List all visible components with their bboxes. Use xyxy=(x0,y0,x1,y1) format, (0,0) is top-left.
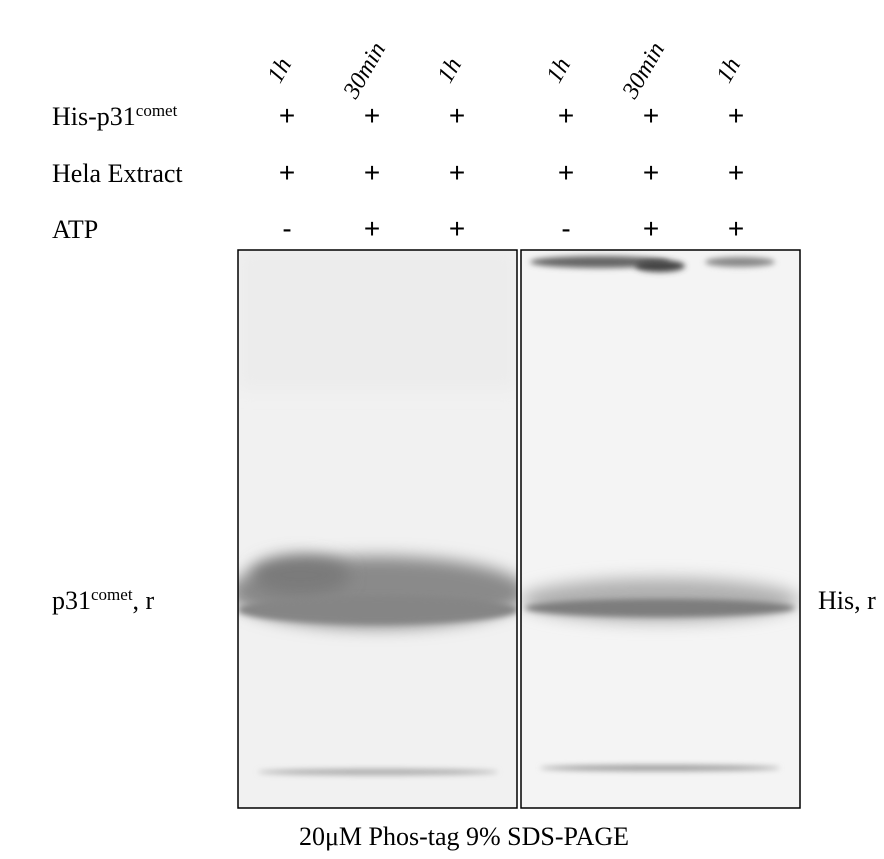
sign: + xyxy=(364,213,380,244)
label-suffix: , r xyxy=(133,586,155,615)
sign: + xyxy=(364,100,380,131)
row-label: His-p31comet xyxy=(52,101,178,131)
left-label: p31comet, r xyxy=(52,585,155,615)
row-label-text: Hela Extract xyxy=(52,159,183,188)
sign: + xyxy=(279,100,295,131)
sign: + xyxy=(279,157,295,188)
lane-time: 30min xyxy=(617,38,670,104)
sign: + xyxy=(728,100,744,131)
superscript: comet xyxy=(91,585,133,604)
caption: 20μM Phos-tag 9% SDS-PAGE xyxy=(299,822,629,851)
sign: - xyxy=(561,213,570,244)
row-label: ATP xyxy=(52,215,98,244)
sign: + xyxy=(364,157,380,188)
sign: + xyxy=(449,100,465,131)
lane-time: 1h xyxy=(542,54,577,88)
sign: + xyxy=(449,157,465,188)
row-label-text: His-p31 xyxy=(52,102,136,131)
sign: + xyxy=(558,157,574,188)
sign: + xyxy=(558,100,574,131)
page: {"lanes": ["1h", "30min", "1h", "1h", "3… xyxy=(0,0,884,859)
sign: + xyxy=(643,100,659,131)
blot-right xyxy=(520,250,800,808)
sign: + xyxy=(643,213,659,244)
row-label: Hela Extract xyxy=(52,159,183,188)
sign: + xyxy=(728,157,744,188)
right-label: His, r xyxy=(818,586,876,615)
lane-time: 1h xyxy=(433,54,468,88)
sign: - xyxy=(282,213,291,244)
sign: + xyxy=(643,157,659,188)
blot-left xyxy=(228,250,528,808)
sign: + xyxy=(449,213,465,244)
lane-time: 1h xyxy=(712,54,747,88)
sign: + xyxy=(728,213,744,244)
superscript: comet xyxy=(136,101,178,120)
label-text: p31 xyxy=(52,586,91,615)
figure: p31comet, r His, r 20μM Phos-tag 9% SDS-… xyxy=(0,0,884,859)
lane-time: 1h xyxy=(263,54,298,88)
lane-time: 30min xyxy=(338,38,391,104)
row-label-text: ATP xyxy=(52,215,98,244)
